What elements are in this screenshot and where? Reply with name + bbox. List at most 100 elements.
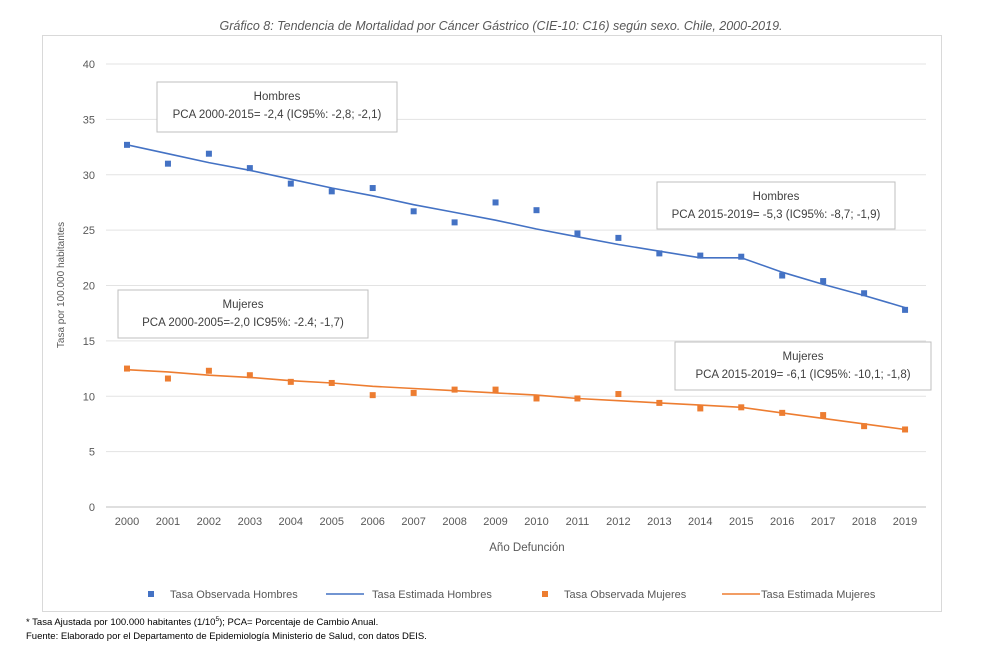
data-point (369, 392, 376, 399)
y-axis-label: Tasa por 100.000 habitantes (56, 222, 67, 348)
legend-label: Tasa Estimada Mujeres (761, 589, 876, 601)
annotation-text: PCA 2015-2019= -6,1 (IC95%: -10,1; -1,8) (695, 369, 910, 381)
annotation-title: Hombres (254, 91, 301, 103)
legend-label: Tasa Observada Mujeres (564, 589, 687, 601)
data-point (533, 207, 540, 214)
x-tick-label: 2010 (524, 516, 548, 528)
data-point (451, 386, 458, 393)
data-point (615, 391, 622, 398)
annotation-box (117, 289, 369, 339)
footnote-2: Fuente: Elaborado por el Departamento de… (26, 631, 427, 642)
data-point (410, 389, 417, 396)
x-tick-label: 2018 (852, 516, 876, 528)
chart-frame (42, 35, 942, 612)
annotation-box (156, 81, 398, 133)
annotation-title: Hombres (753, 191, 800, 203)
x-tick-label: 2009 (483, 516, 507, 528)
x-tick-label: 2004 (279, 516, 303, 528)
y-tick-label: 25 (83, 225, 95, 237)
data-point (369, 185, 376, 192)
x-tick-label: 2002 (197, 516, 221, 528)
data-point (328, 188, 335, 195)
annotation-text: PCA 2015-2019= -5,3 (IC95%: -8,7; -1,9) (672, 209, 881, 221)
data-point (779, 272, 786, 279)
data-point (615, 234, 622, 241)
data-point (861, 290, 868, 297)
legend-point-marker (542, 591, 548, 597)
data-point (820, 412, 827, 419)
data-point (861, 423, 868, 430)
data-point (164, 375, 171, 382)
annotations: Hombres PCA 2000-2015= -2,4 (IC95%: -2,8;… (117, 81, 932, 391)
y-tick-label: 35 (83, 114, 95, 126)
y-tick-label: 40 (83, 59, 95, 71)
y-tick-label: 30 (83, 170, 95, 182)
x-tick-label: 2013 (647, 516, 671, 528)
footnote-1: * Tasa Ajustada por 100.000 habitantes (… (26, 616, 379, 629)
x-tick-label: 2008 (442, 516, 466, 528)
x-tick-label: 2012 (606, 516, 630, 528)
annotation-text: PCA 2000-2015= -2,4 (IC95%: -2,8; -2,1) (173, 109, 382, 121)
data-point (820, 278, 827, 285)
series-line (126, 144, 906, 309)
legend-point-marker (148, 591, 154, 597)
data-point (574, 395, 581, 402)
x-tick-label: 2016 (770, 516, 794, 528)
annotation-text: PCA 2000-2005=-2,0 IC95%: -2.4; -1,7) (142, 317, 344, 329)
y-tick-label: 0 (89, 502, 95, 514)
data-point (738, 404, 745, 411)
data-point (697, 405, 704, 412)
legend-label: Tasa Estimada Hombres (372, 589, 492, 601)
x-tick-labels: 2000 2001 2002 2003 2004 2005 2006 2007 2008 2009… (115, 516, 918, 528)
data-point (656, 250, 663, 257)
data-point (779, 409, 786, 416)
x-axis-label: Año Defunción (489, 542, 564, 554)
x-tick-label: 2015 (729, 516, 753, 528)
annotation-title: Mujeres (783, 351, 824, 363)
legend-label: Tasa Observada Hombres (170, 589, 298, 601)
annotation-box (656, 181, 896, 230)
y-tick-label: 5 (89, 447, 95, 459)
y-tick-label: 15 (83, 336, 95, 348)
y-tick-labels: 0 5 10 15 20 25 30 35 40 (83, 59, 95, 514)
data-point (738, 253, 745, 260)
x-tick-label: 2019 (893, 516, 917, 528)
data-point (246, 165, 253, 172)
data-point (656, 399, 663, 406)
x-tick-label: 2003 (238, 516, 262, 528)
legend: Tasa Observada Hombres Tasa Estimada Homb… (148, 589, 876, 601)
data-point (124, 365, 130, 372)
data-point (164, 160, 171, 167)
x-tick-label: 2005 (320, 516, 344, 528)
data-point (697, 252, 704, 259)
data-point (124, 141, 130, 148)
x-tick-label: 2006 (360, 516, 384, 528)
y-tick-label: 20 (83, 281, 95, 293)
data-point (574, 230, 581, 237)
data-point (533, 395, 540, 402)
data-point (902, 426, 909, 433)
annotation-box (674, 341, 932, 391)
data-point (902, 306, 909, 313)
x-tick-label: 2014 (688, 516, 712, 528)
series-points (124, 141, 909, 433)
data-point (205, 150, 212, 157)
x-tick-label: 2017 (811, 516, 835, 528)
data-point (246, 372, 253, 379)
series-lines (126, 144, 906, 431)
data-point (410, 208, 417, 215)
data-point (205, 367, 212, 374)
chart-title: Gráfico 8: Tendencia de Mortalidad por C… (219, 19, 783, 33)
y-tick-label: 10 (83, 391, 95, 403)
data-point (328, 379, 335, 386)
x-tick-label: 2000 (115, 516, 139, 528)
x-tick-label: 2011 (566, 516, 590, 528)
data-point (492, 386, 499, 393)
data-point (492, 199, 499, 206)
data-point (287, 180, 294, 187)
x-tick-label: 2007 (401, 516, 425, 528)
data-point (287, 378, 294, 385)
series-line (126, 368, 906, 431)
annotation-title: Mujeres (223, 299, 264, 311)
